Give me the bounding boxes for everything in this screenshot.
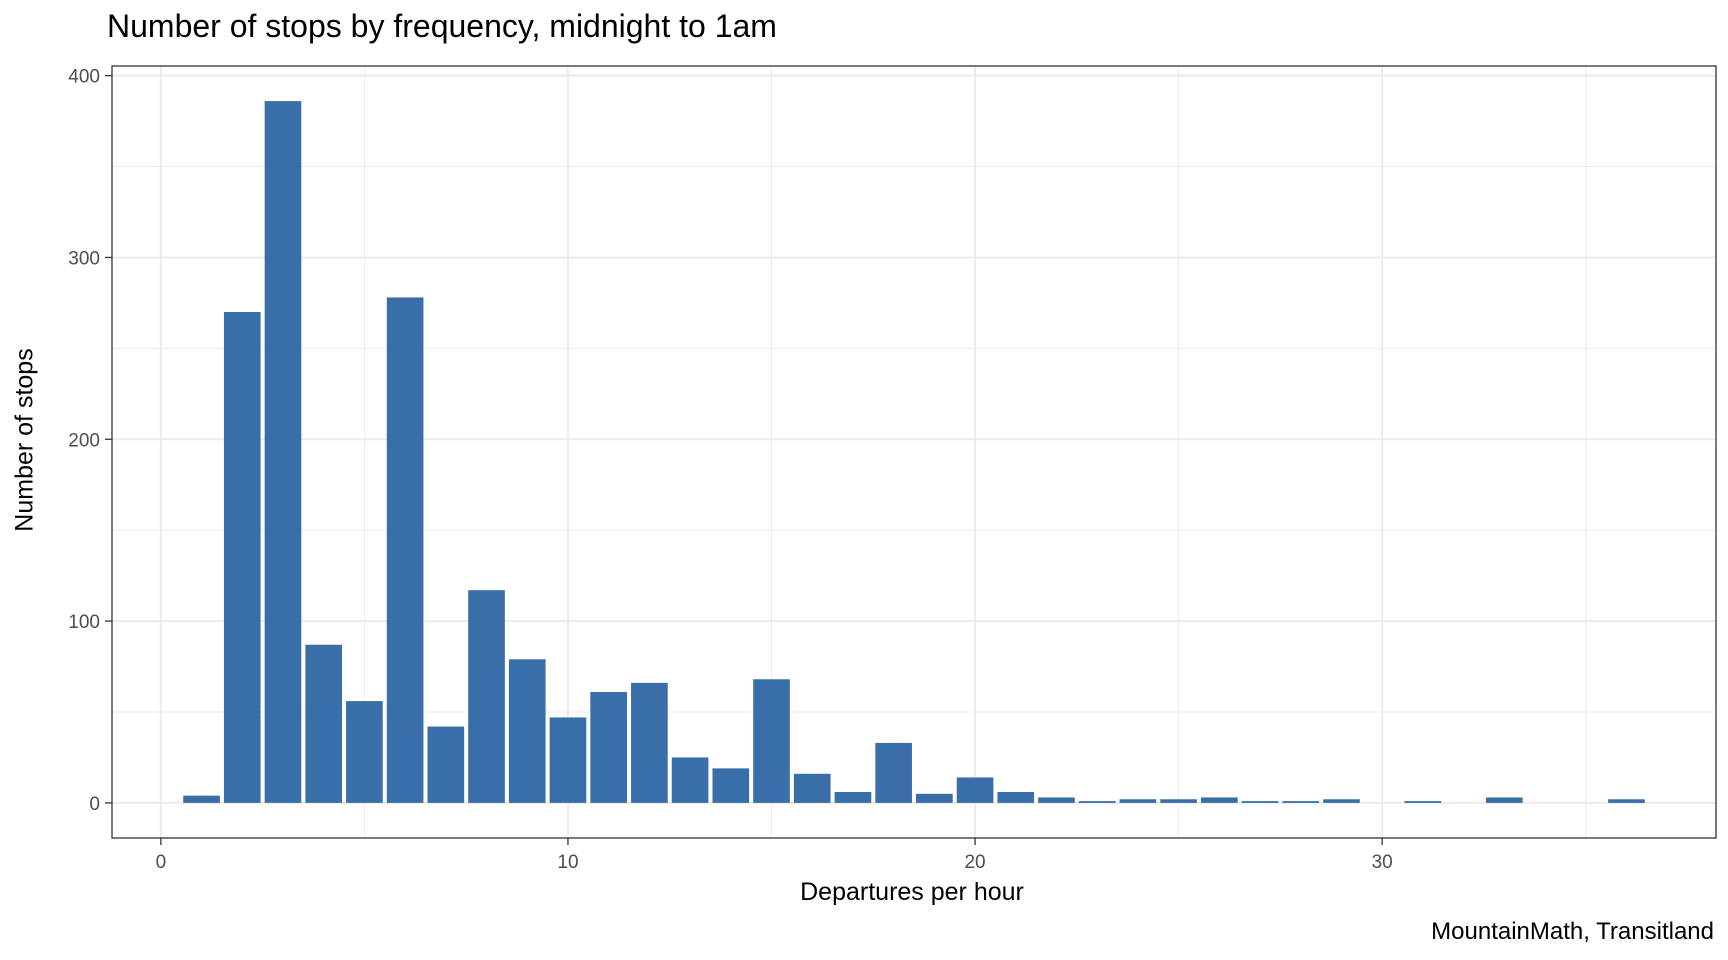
bar (671, 757, 709, 803)
bar (1404, 801, 1442, 803)
y-tick-label: 200 (68, 430, 100, 451)
y-tick-label: 0 (89, 794, 100, 815)
bar (712, 768, 750, 803)
x-tick-label: 10 (557, 852, 578, 873)
bar (1119, 799, 1157, 803)
x-axis-label: Departures per hour (800, 878, 1024, 906)
bar (1160, 799, 1197, 803)
x-tick-label: 0 (156, 852, 167, 873)
bar (346, 701, 383, 803)
bar (1038, 797, 1075, 803)
bar (1485, 797, 1523, 803)
x-tick-label: 20 (964, 852, 985, 873)
x-tick-labels: 0 10 20 30 (156, 852, 1393, 873)
bar (468, 590, 505, 803)
bar (590, 692, 627, 803)
bar (1201, 797, 1238, 803)
y-tick-label: 100 (68, 612, 100, 633)
bar (549, 717, 587, 803)
bar (1282, 801, 1320, 803)
bar (183, 795, 220, 803)
bar (1608, 799, 1645, 803)
bar (386, 297, 424, 803)
bar (264, 101, 302, 803)
bar (427, 726, 465, 803)
bar (834, 792, 872, 803)
bar (956, 777, 994, 803)
chart-caption: MountainMath, Transitland (1431, 918, 1714, 945)
bar (997, 792, 1035, 803)
bar (1323, 799, 1360, 803)
grid-major (112, 66, 1716, 838)
chart-title: Number of stops by frequency, midnight t… (107, 8, 777, 44)
bars (183, 101, 1645, 803)
bar (916, 793, 953, 803)
bar (508, 659, 546, 803)
bar (305, 644, 343, 803)
grid-minor (112, 66, 1716, 838)
bar (1241, 801, 1279, 803)
bar (753, 679, 790, 803)
y-tick-label: 400 (68, 67, 100, 88)
bar (793, 773, 831, 803)
x-tick-label: 30 (1372, 852, 1393, 873)
bar (223, 312, 261, 803)
bar (1078, 801, 1116, 803)
axis-ticks (105, 74, 1383, 845)
y-axis-label: Number of stops (10, 348, 39, 532)
bar (875, 742, 912, 803)
y-tick-labels: 0 100 200 300 400 (68, 67, 100, 815)
bar (631, 682, 668, 803)
panel-border (111, 65, 1717, 839)
y-tick-label: 300 (68, 248, 100, 269)
